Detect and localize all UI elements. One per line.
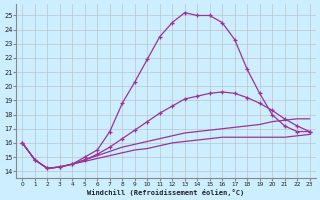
X-axis label: Windchill (Refroidissement éolien,°C): Windchill (Refroidissement éolien,°C) [87, 189, 244, 196]
